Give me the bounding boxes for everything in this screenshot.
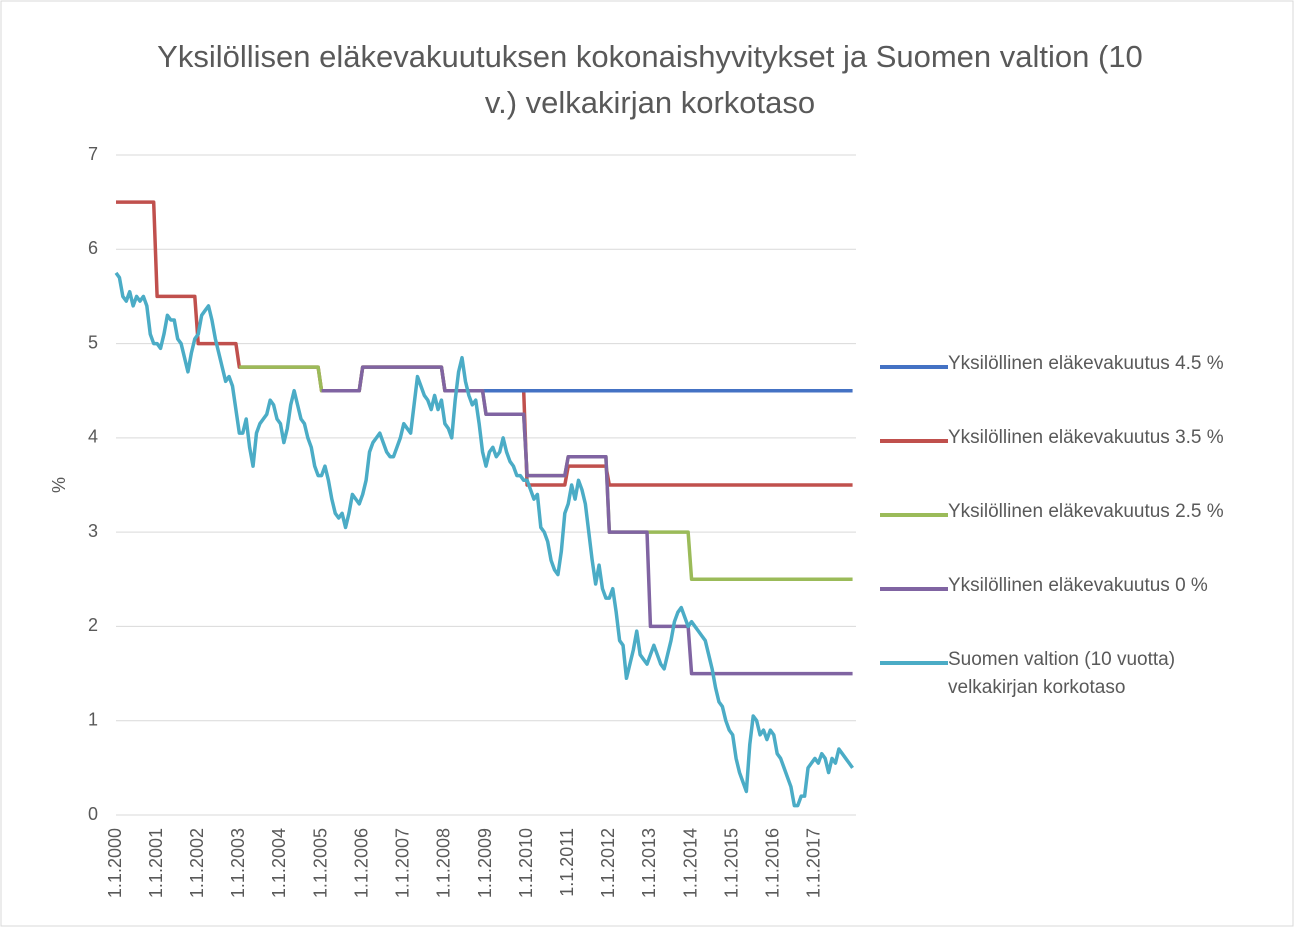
y-tick-label: 7 [88,144,98,164]
legend-entry: Yksilöllinen eläkevakuutus 2.5 % [880,498,1280,572]
y-tick-label: 2 [88,615,98,635]
y-tick-label: 1 [88,709,98,729]
x-tick-label: 1.1.2008 [434,828,454,898]
legend-label: Yksilöllinen eläkevakuutus 3.5 % [948,427,1224,448]
legend: Yksilöllinen eläkevakuutus 4.5 % Yksilöll… [880,350,1280,720]
series-line [321,365,853,676]
y-tick-label: 6 [88,238,98,258]
x-tick-label: 1.1.2007 [393,828,413,898]
x-tick-label: 1.1.2009 [475,828,495,898]
x-tick-label: 1.1.2010 [516,828,536,898]
series-line [239,365,853,582]
legend-label: Yksilöllinen eläkevakuutus 4.5 % [948,353,1224,374]
legend-entry: Yksilöllinen eläkevakuutus 0 % [880,572,1280,646]
legend-entry: Yksilöllinen eläkevakuutus 4.5 % [880,350,1280,424]
x-tick-label: 1.1.2000 [105,828,125,898]
x-tick-label: 1.1.2006 [351,828,371,898]
legend-swatch [880,661,948,665]
legend-swatch [880,365,948,369]
x-tick-label: 1.1.2011 [557,828,577,897]
legend-label: Yksilöllinen eläkevakuutus 0 % [948,575,1208,596]
y-tick-label: 3 [88,521,98,541]
legend-label: Suomen valtion (10 vuotta) velkakirjan k… [948,649,1176,698]
y-axis-label: % [49,477,69,493]
legend-swatch [880,513,948,517]
x-tick-label: 1.1.2013 [639,828,659,898]
x-tick-label: 1.1.2012 [598,828,618,898]
x-tick-label: 1.1.2003 [228,828,248,898]
legend-swatch [880,439,948,443]
legend-entry: Yksilöllinen eläkevakuutus 3.5 % [880,424,1280,498]
x-tick-label: 1.1.2005 [310,828,330,898]
legend-entry: Suomen valtion (10 vuotta) velkakirjan k… [880,646,1280,720]
x-tick-label: 1.1.2002 [187,828,207,898]
legend-swatch [880,587,948,591]
legend-label: Yksilöllinen eläkevakuutus 2.5 % [948,501,1224,522]
chart-title: Yksilöllisen eläkevakuutuksen kokonaishy… [157,39,1143,120]
x-tick-label: 1.1.2001 [146,828,166,898]
y-tick-label: 4 [88,427,98,447]
x-tick-label: 1.1.2015 [721,828,741,898]
x-tick-label: 1.1.2004 [269,828,289,898]
x-tick-label: 1.1.2017 [804,828,824,898]
y-tick-label: 0 [88,804,98,824]
x-tick-label: 1.1.2014 [680,828,700,898]
x-tick-label: 1.1.2016 [763,828,783,898]
y-tick-label: 5 [88,332,98,352]
series-line [114,271,854,808]
